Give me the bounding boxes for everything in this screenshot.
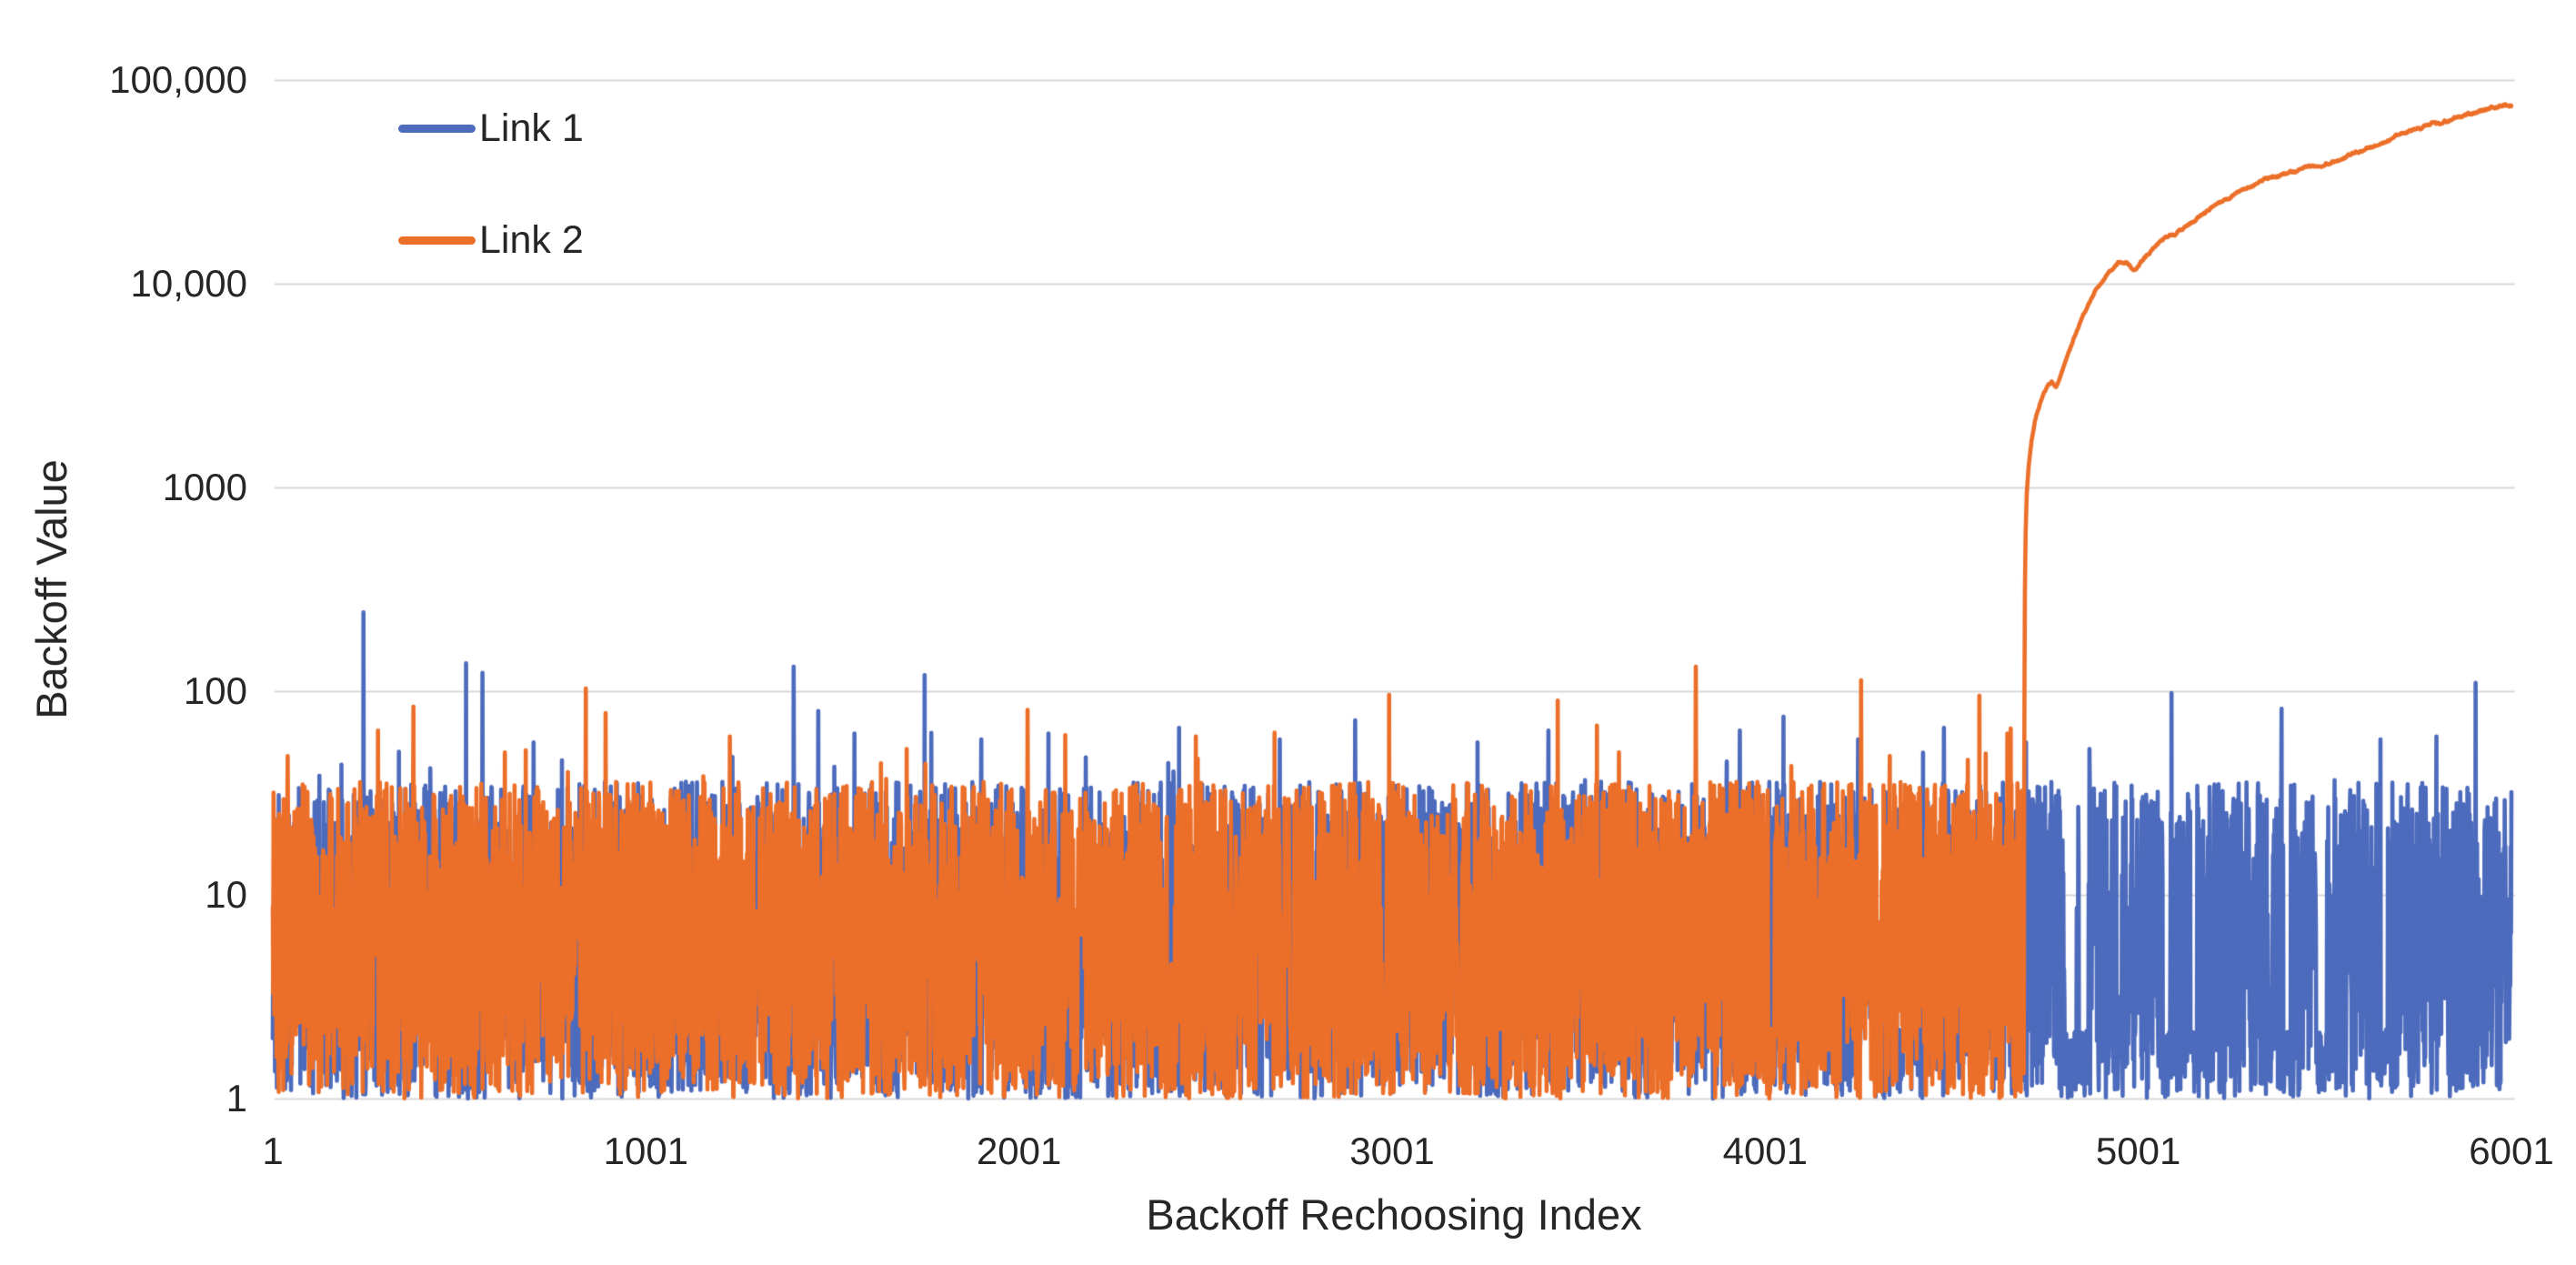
x-tick-label-2001: 2001 — [976, 1129, 1062, 1172]
x-tick-label-3001: 3001 — [1349, 1129, 1435, 1172]
legend-swatch-link2 — [398, 236, 476, 245]
y-axis-title: Backoff Value — [27, 459, 75, 719]
x-tick-label-6001: 6001 — [2469, 1129, 2554, 1172]
x-axis-title: Backoff Rechoosing Index — [1146, 1190, 1642, 1239]
legend-item-link1: Link 1 — [398, 105, 584, 152]
x-tick-label-4001: 4001 — [1722, 1129, 1809, 1172]
y-tick-label-1000: 1000 — [162, 466, 247, 508]
x-tick-label-5001: 5001 — [2095, 1129, 2181, 1172]
y-tick-label-10000: 10,000 — [130, 262, 247, 305]
y-tick-label-10: 10 — [205, 873, 247, 916]
y-tick-label-100: 100 — [183, 669, 247, 712]
y-tick-label-100000: 100,000 — [109, 58, 247, 101]
legend-label-link2: Link 2 — [479, 217, 584, 262]
x-tick-label-1: 1 — [262, 1129, 284, 1172]
legend-label-link1: Link 1 — [479, 105, 584, 150]
x-tick-label-1001: 1001 — [603, 1129, 689, 1172]
legend-swatch-link1 — [398, 124, 476, 133]
y-tick-label-1: 1 — [226, 1077, 247, 1119]
legend-item-link2: Link 2 — [398, 216, 584, 264]
